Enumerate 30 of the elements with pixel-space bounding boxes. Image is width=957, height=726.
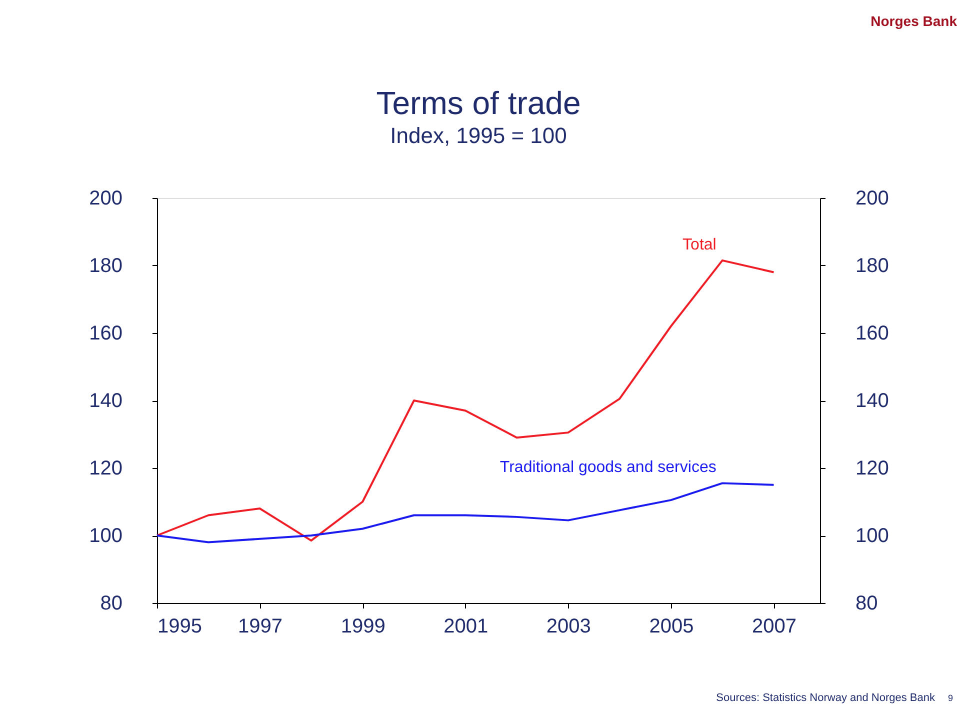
- x-tick-label: 2007: [752, 616, 796, 638]
- x-tick-label: 1999: [340, 616, 386, 638]
- x-tick-label: 2005: [649, 616, 694, 638]
- y-tick-label: 140: [89, 390, 122, 412]
- source-note: Sources: Statistics Norway and Norges Bank: [716, 692, 936, 704]
- y-tick-label: 120: [89, 458, 122, 480]
- series-label: Traditional goods and services: [500, 459, 716, 476]
- series-label: Total: [682, 236, 716, 254]
- y2-tick-label: 180: [856, 255, 889, 277]
- x-tick-label: 1997: [238, 616, 283, 638]
- y-tick-label: 200: [89, 188, 122, 210]
- line-series: [156, 259, 775, 542]
- y2-tick-label: 140: [856, 390, 889, 412]
- y-tick-label: 80: [100, 592, 122, 614]
- x-tick-label: 1995: [158, 616, 202, 638]
- y2-tick-label: 200: [856, 188, 889, 210]
- chart-subtitle: Index, 1995 = 100: [390, 123, 567, 148]
- chart-title: Terms of trade: [376, 85, 581, 121]
- y2-tick-label: 100: [856, 525, 889, 547]
- x-tick-label: 2003: [546, 616, 591, 638]
- text: Norges Bank: [870, 13, 957, 29]
- x-tick-label: 2001: [444, 616, 488, 638]
- text: 9: [948, 693, 953, 703]
- y2-tick-label: 120: [856, 458, 889, 480]
- line-series: [156, 482, 775, 544]
- y-tick-label: 180: [89, 255, 122, 277]
- y-tick-label: 160: [89, 322, 122, 344]
- y2-tick-label: 80: [856, 592, 878, 614]
- y2-tick-label: 160: [856, 322, 889, 344]
- y-tick-label: 100: [89, 525, 122, 547]
